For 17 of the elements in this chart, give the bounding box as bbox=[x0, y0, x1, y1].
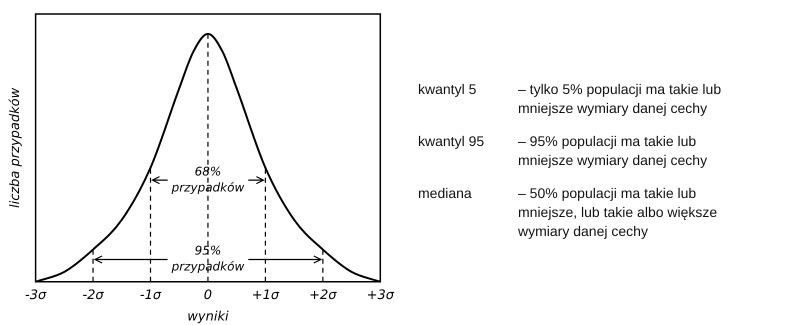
y-axis-title: liczba przypadków bbox=[8, 87, 24, 208]
x-tick-label: +1σ bbox=[252, 288, 280, 303]
text: kwantyl 5 bbox=[418, 80, 478, 99]
x-tick-label: -1σ bbox=[140, 288, 162, 303]
annotation: 95% przypadków bbox=[170, 244, 244, 274]
x-axis-title: wyniki bbox=[187, 310, 229, 325]
x-tick-label: +2σ bbox=[309, 288, 338, 303]
text: – 95% populacji ma takie lub mniejsze wymiary danej cechy bbox=[518, 132, 708, 170]
annotation: 68% przypadków bbox=[170, 164, 244, 194]
text: mediana bbox=[418, 184, 473, 203]
x-tick-label: +3σ bbox=[366, 288, 395, 303]
text: kwantyl 95 bbox=[418, 132, 486, 151]
text: – 50% populacji ma takie lub mniejsze, lub takie albo większe wymiary danej cechy bbox=[518, 184, 718, 241]
x-tick-label: -2σ bbox=[82, 288, 104, 303]
text: – tylko 5% populacji ma takie lub mniejsze wymiary danej cechy bbox=[518, 80, 722, 118]
x-tick-label: -3σ bbox=[25, 288, 47, 303]
x-tick-label: 0 bbox=[204, 288, 212, 303]
